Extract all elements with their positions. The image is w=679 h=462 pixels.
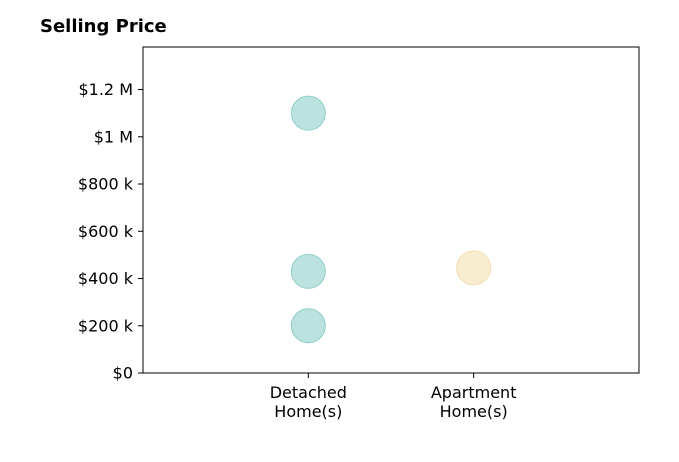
data-point-0-1 bbox=[290, 253, 326, 289]
chart-title: Selling Price bbox=[40, 16, 167, 37]
y-tick-label-4: $800 k bbox=[78, 175, 134, 194]
y-tick-label-3: $600 k bbox=[78, 222, 134, 241]
y-tick-label-5: $1 M bbox=[94, 127, 133, 146]
y-tick-label-0: $0 bbox=[113, 364, 133, 383]
y-tick-label-2: $400 k bbox=[78, 269, 134, 288]
data-point-0-0 bbox=[290, 95, 326, 131]
data-point-1-0 bbox=[456, 250, 492, 286]
plot-frame bbox=[142, 46, 640, 374]
y-tick-label-6: $1.2 M bbox=[78, 80, 133, 99]
data-point-0-2 bbox=[290, 308, 326, 344]
x-tick-label-0: Detached Home(s) bbox=[270, 383, 347, 421]
x-tick-label-1: Apartment Home(s) bbox=[431, 383, 517, 421]
y-tick-label-1: $200 k bbox=[78, 316, 134, 335]
